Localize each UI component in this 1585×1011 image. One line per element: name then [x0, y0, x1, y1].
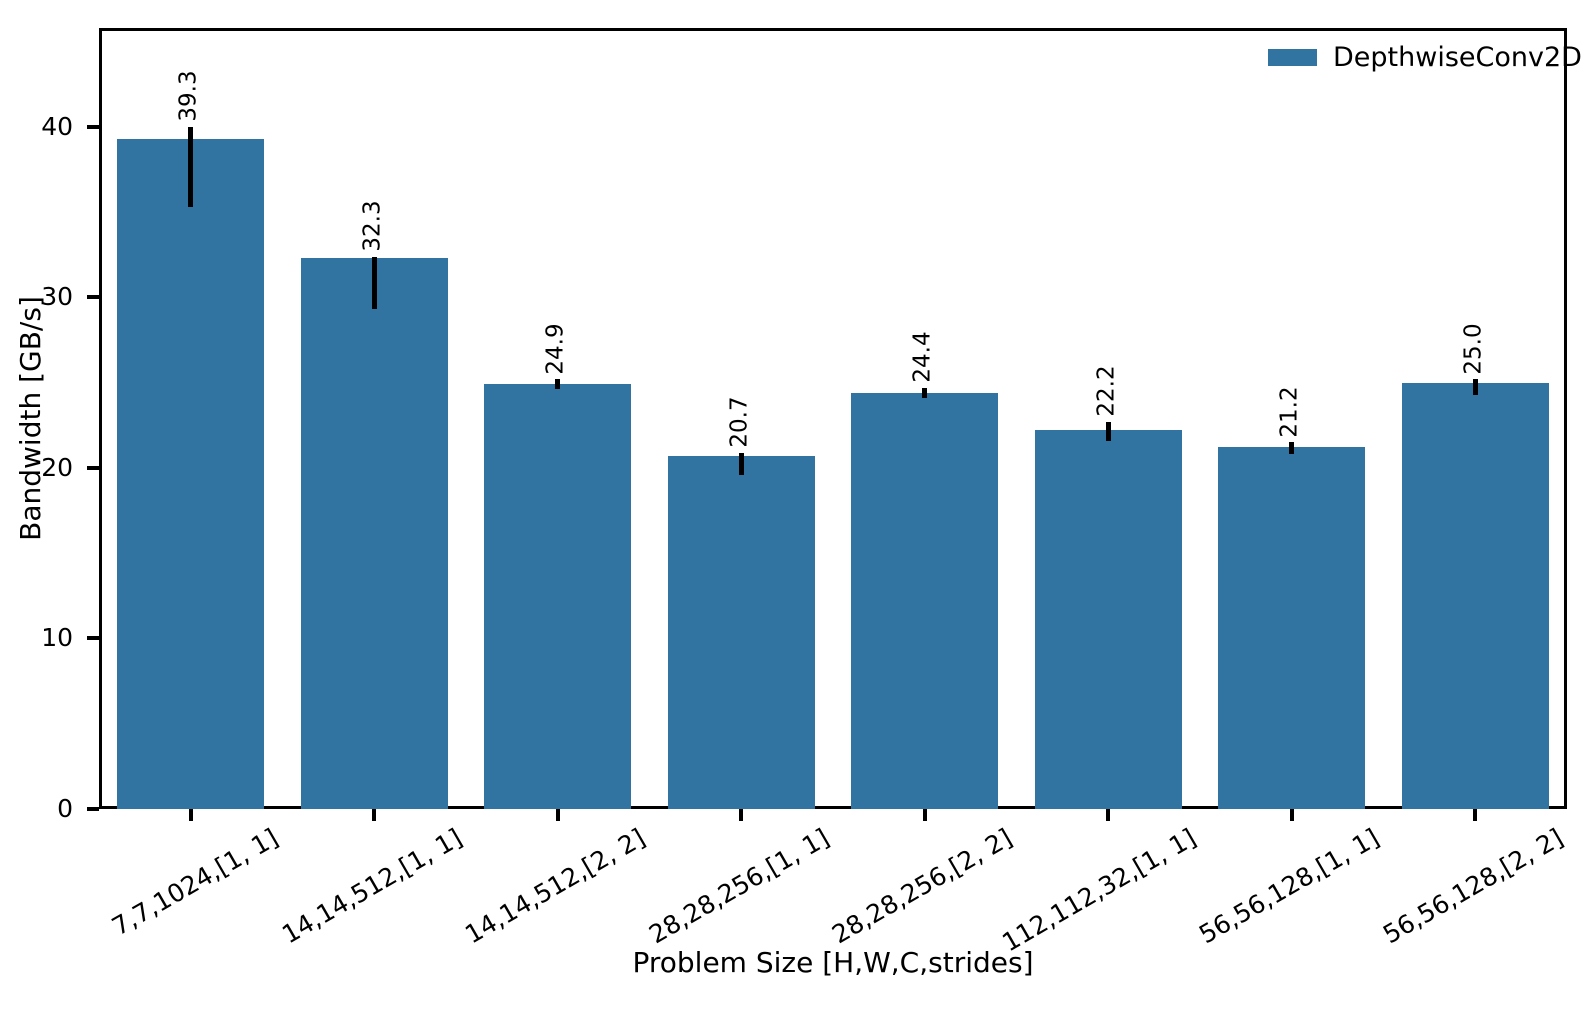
legend-label: DepthwiseConv2D [1333, 42, 1582, 73]
error-bar [738, 452, 744, 475]
y-axis-title: Bandwidth [GB/s] [13, 296, 47, 541]
x-tick [372, 809, 377, 821]
error-bar [371, 256, 377, 310]
bar-value-label: 22.2 [1093, 365, 1120, 418]
y-tick [87, 636, 99, 641]
bar-value-label: 32.3 [359, 200, 386, 252]
bar-value-label: 25.0 [1460, 323, 1487, 375]
y-tick-label: 0 [57, 794, 73, 823]
x-tick [555, 809, 560, 821]
bar-value-label: 24.4 [909, 331, 936, 383]
bar [1034, 430, 1182, 809]
x-tick [1289, 809, 1294, 821]
x-tick [1106, 809, 1111, 821]
error-bar [922, 387, 928, 399]
bar-value-label: 24.9 [542, 323, 569, 375]
error-bar [1289, 442, 1295, 455]
bar [1401, 382, 1549, 809]
x-tick [1473, 809, 1478, 821]
bar [484, 384, 632, 809]
error-bar [555, 379, 561, 390]
x-tick [922, 809, 927, 821]
bar [667, 456, 815, 809]
bar [300, 258, 448, 809]
y-tick-label: 10 [41, 623, 73, 653]
y-tick [87, 807, 99, 811]
bar-value-label: 20.7 [726, 396, 753, 448]
x-tick [188, 809, 193, 821]
x-tick [739, 809, 744, 821]
error-bar [1472, 379, 1478, 395]
y-tick [87, 124, 99, 129]
legend-swatch-icon [1268, 49, 1317, 66]
y-tick-label: 40 [41, 111, 73, 141]
bar-value-label: 21.2 [1276, 386, 1303, 438]
error-bar [188, 126, 194, 208]
y-tick-label: 30 [41, 282, 73, 312]
bar [1218, 447, 1366, 809]
x-axis-title: Problem Size [H,W,C,strides] [632, 946, 1034, 979]
y-tick [87, 465, 99, 470]
legend: DepthwiseConv2D [1268, 42, 1582, 73]
bar [851, 392, 999, 809]
y-tick [87, 295, 99, 300]
y-tick-label: 20 [41, 452, 73, 482]
bar [117, 138, 265, 809]
error-bar [1105, 421, 1111, 441]
bar-value-label: 39.3 [175, 70, 202, 122]
